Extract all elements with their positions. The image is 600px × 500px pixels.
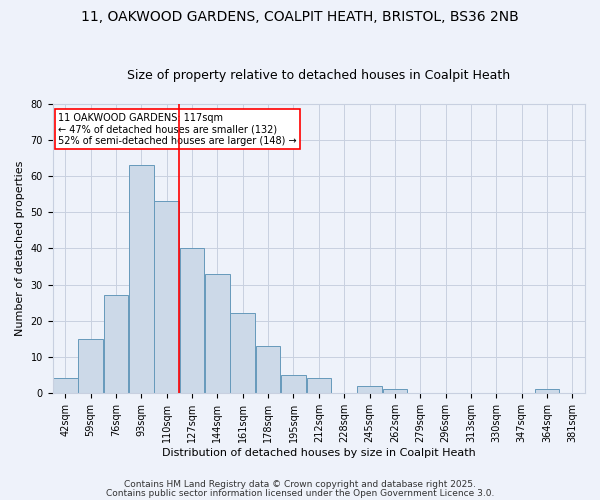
X-axis label: Distribution of detached houses by size in Coalpit Heath: Distribution of detached houses by size … (162, 448, 476, 458)
Bar (104, 296, 128, 393)
Bar (357, 386, 382, 393)
Bar (79, 338, 103, 393)
Bar (180, 248, 205, 393)
Text: Contains public sector information licensed under the Open Government Licence 3.: Contains public sector information licen… (106, 490, 494, 498)
Bar (307, 378, 331, 393)
Y-axis label: Number of detached properties: Number of detached properties (15, 160, 25, 336)
Text: 11 OAKWOOD GARDENS: 117sqm
← 47% of detached houses are smaller (132)
52% of sem: 11 OAKWOOD GARDENS: 117sqm ← 47% of deta… (58, 112, 296, 146)
Bar (256, 346, 280, 393)
Title: Size of property relative to detached houses in Coalpit Heath: Size of property relative to detached ho… (127, 69, 511, 82)
Bar (230, 314, 255, 393)
Bar (383, 389, 407, 393)
Bar (129, 166, 154, 393)
Bar (154, 202, 179, 393)
Bar (53, 378, 77, 393)
Bar (205, 274, 230, 393)
Text: Contains HM Land Registry data © Crown copyright and database right 2025.: Contains HM Land Registry data © Crown c… (124, 480, 476, 489)
Bar (281, 375, 306, 393)
Text: 11, OAKWOOD GARDENS, COALPIT HEATH, BRISTOL, BS36 2NB: 11, OAKWOOD GARDENS, COALPIT HEATH, BRIS… (81, 10, 519, 24)
Bar (535, 389, 559, 393)
